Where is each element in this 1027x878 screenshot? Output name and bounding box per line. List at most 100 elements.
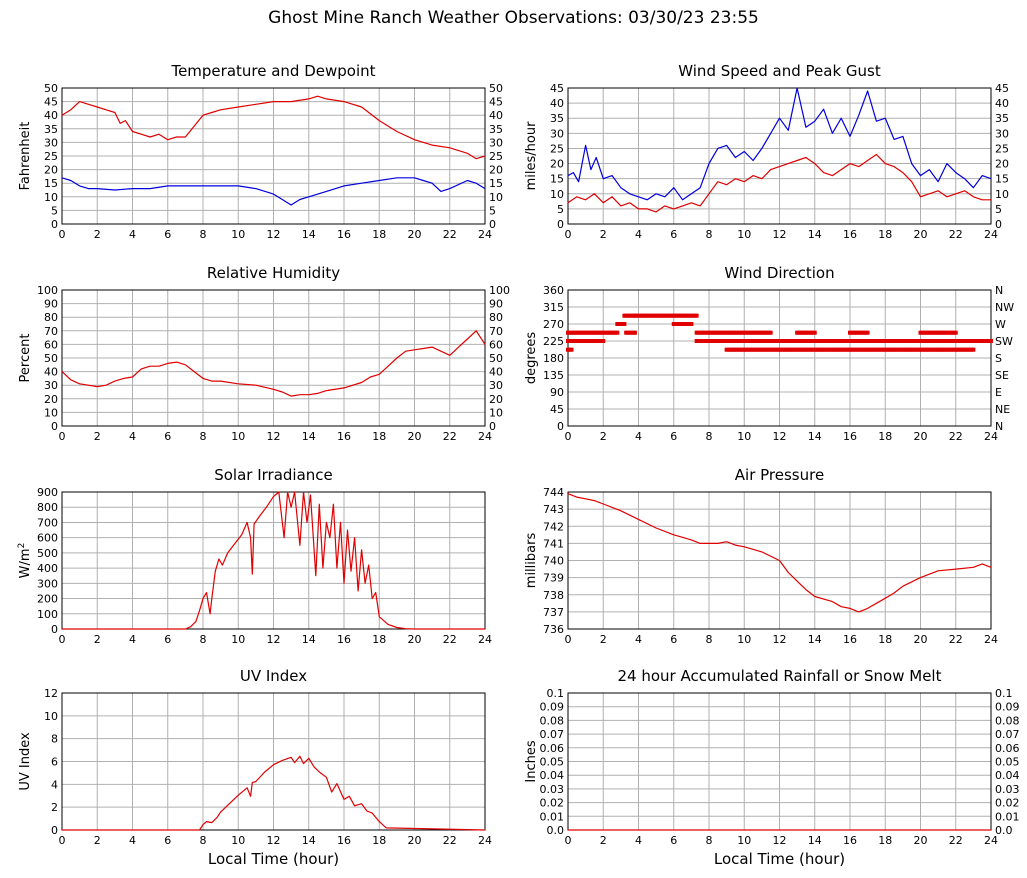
y-tick-label: 300 [37, 577, 58, 590]
x-tick-label: 24 [478, 228, 492, 241]
x-tick-label: 24 [478, 633, 492, 646]
x-tick-label: 20 [914, 633, 928, 646]
series-line-blue [567, 87, 992, 201]
x-tick-label: 0 [565, 430, 572, 443]
data-point [622, 322, 627, 326]
y-tick-label: 800 [37, 501, 58, 514]
x-tick-label: 10 [737, 633, 751, 646]
x-tick-label: 22 [949, 834, 963, 847]
y-tick-label: 20 [44, 164, 58, 177]
right-tick-label: 20 [489, 164, 503, 177]
x-tick-label: 12 [773, 228, 787, 241]
right-tick-label: 5 [489, 204, 496, 217]
x-tick-label: 0 [59, 834, 66, 847]
y-tick-label: 50 [44, 82, 58, 95]
y-tick-label: 736 [543, 623, 564, 636]
x-tick-label: 6 [164, 633, 171, 646]
y-tick-label: 744 [543, 486, 564, 499]
x-tick-label: 20 [914, 228, 928, 241]
y-tick-label: 200 [37, 593, 58, 606]
y-tick-label: 50 [44, 352, 58, 365]
x-tick-label: 12 [267, 834, 281, 847]
x-tick-label: 22 [949, 228, 963, 241]
x-tick-label: 0 [59, 430, 66, 443]
x-tick-label: 22 [949, 633, 963, 646]
right-tick-label: 25 [995, 142, 1009, 155]
y-tick-label: 20 [550, 158, 564, 171]
y-tick-label: 70 [44, 325, 58, 338]
y-tick-label: 60 [44, 338, 58, 351]
y-tick-label: 739 [543, 572, 564, 585]
y-tick-label: 180 [543, 352, 564, 365]
series-line-red [567, 493, 992, 613]
x-tick-label: 14 [302, 834, 316, 847]
x-tick-label: 16 [843, 228, 857, 241]
x-tick-label: 12 [267, 228, 281, 241]
right-tick-label: 0 [995, 218, 1002, 231]
x-tick-label: 10 [737, 430, 751, 443]
right-tick-label: 0.1 [995, 687, 1013, 700]
y-tick-label: 700 [37, 516, 58, 529]
data-point [569, 347, 574, 352]
x-tick-label: 6 [670, 430, 677, 443]
y-tick-label: 15 [550, 173, 564, 186]
y-axis-label: W/m2 [17, 543, 33, 579]
chart-pressure: Air Pressure 736 737 738 739 740 741 742 743 744 0… [524, 466, 998, 646]
x-tick-label: 20 [408, 834, 422, 847]
data-point [694, 313, 699, 318]
y-tick-label: 0 [51, 623, 58, 636]
x-tick-label: 14 [302, 633, 316, 646]
y-tick-label: 360 [543, 284, 564, 297]
y-tick-label: 2 [51, 801, 58, 814]
y-tick-label: 90 [550, 386, 564, 399]
x-tick-label: 0 [59, 228, 66, 241]
x-tick-label: 4 [635, 633, 642, 646]
y-tick-label: 0.06 [540, 742, 565, 755]
x-tick-label: 14 [302, 430, 316, 443]
x-tick-label: 20 [408, 633, 422, 646]
y-tick-label: 6 [51, 756, 58, 769]
x-tick-label: 2 [94, 228, 101, 241]
y-tick-label: 12 [44, 687, 58, 700]
right-tick-label: 0.08 [995, 714, 1020, 727]
plot-frame [61, 289, 486, 427]
right-tick-label: 0.04 [995, 769, 1020, 782]
chart-title: UV Index [240, 667, 307, 685]
right-tick-label: 20 [489, 393, 503, 406]
x-tick-label: 4 [129, 633, 136, 646]
series-line-red [61, 95, 486, 160]
y-axis-label: millibars [524, 533, 539, 589]
x-tick-label: 12 [773, 633, 787, 646]
x-tick-label: 0 [565, 633, 572, 646]
x-tick-label: 4 [129, 430, 136, 443]
right-tick-label: 80 [489, 311, 503, 324]
right-tick-label: 0.09 [995, 701, 1020, 714]
y-tick-label: 20 [44, 393, 58, 406]
right-tick-label: 90 [489, 298, 503, 311]
x-tick-label: 10 [231, 633, 245, 646]
right-tick-label: 40 [489, 109, 503, 122]
x-tick-label: 8 [200, 633, 207, 646]
y-tick-label: 90 [44, 298, 58, 311]
chart-title: Air Pressure [735, 466, 824, 484]
series-0 [566, 313, 993, 352]
x-tick-label: 6 [670, 834, 677, 847]
right-tick-label: 70 [489, 325, 503, 338]
x-tick-label: 4 [635, 834, 642, 847]
x-axis-label: Local Time (hour) [208, 850, 339, 868]
x-tick-label: 8 [706, 633, 713, 646]
right-tick-label: 30 [489, 379, 503, 392]
y-tick-label: 80 [44, 311, 58, 324]
x-tick-label: 18 [878, 834, 892, 847]
x-tick-label: 2 [600, 228, 607, 241]
x-tick-label: 16 [337, 834, 351, 847]
y-tick-label: 135 [543, 369, 564, 382]
right-tick-label: 25 [489, 150, 503, 163]
x-tick-label: 8 [706, 430, 713, 443]
data-point [615, 330, 620, 335]
x-tick-label: 2 [600, 633, 607, 646]
x-tick-label: 2 [600, 834, 607, 847]
x-tick-label: 18 [878, 228, 892, 241]
right-tick-label: 50 [489, 82, 503, 95]
x-tick-label: 12 [267, 633, 281, 646]
